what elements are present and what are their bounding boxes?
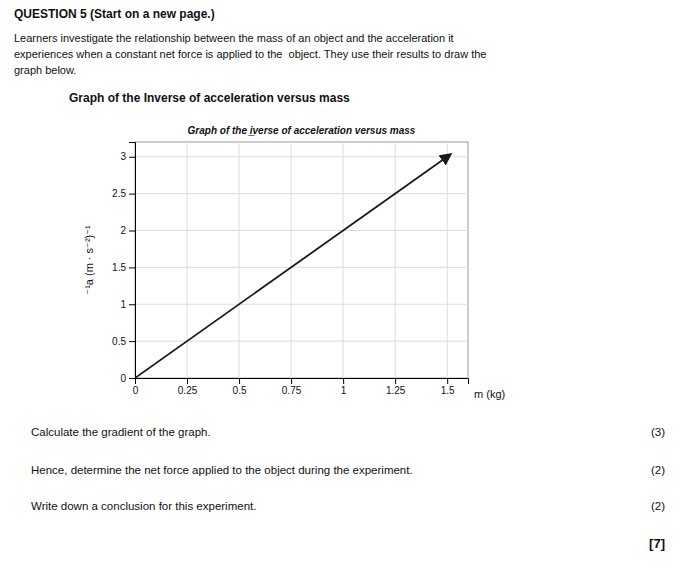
tick-label: 1.5 — [441, 385, 455, 396]
y-axis-label: ⁻¹a (m · s⁻²)⁻¹ — [83, 225, 95, 295]
tick: 0.5 — [112, 336, 135, 347]
annotation: (2) — [651, 464, 665, 476]
annotation: Learners investigate the relationship be… — [14, 32, 454, 44]
x-axis-label: m (kg) — [474, 388, 505, 400]
grid-line — [343, 142, 344, 378]
tick-label: 1.5 — [112, 262, 126, 273]
tick: 1 — [341, 378, 347, 396]
tick-mark — [129, 267, 135, 268]
annotation: graph below. — [14, 64, 76, 76]
tick-label: 2.5 — [112, 188, 126, 199]
tick-label: 0.75 — [282, 385, 302, 396]
annotation: (2) — [651, 500, 665, 512]
tick-label: 1 — [120, 299, 126, 310]
tick: 1.5 — [441, 378, 455, 396]
plot-frame — [135, 142, 468, 378]
tick-mark — [343, 378, 344, 384]
tick-label: 0.25 — [178, 385, 198, 396]
tick-label: 0 — [120, 373, 126, 384]
tick-label: 1 — [341, 385, 347, 396]
y-axis: 0 0.5 1 1.5 2 2.5 3 — [112, 143, 135, 384]
axis-line — [136, 379, 469, 385]
tick-label: 0.5 — [233, 385, 247, 396]
tick-label: 2 — [120, 225, 126, 236]
tick-mark — [129, 378, 135, 379]
tick: 0 — [120, 373, 135, 384]
tick-mark — [187, 378, 188, 384]
annotations: QUESTION 5 (Start on a new page.) Learner… — [14, 7, 665, 551]
tick: 0 — [133, 378, 139, 396]
grid-line — [187, 142, 188, 378]
grid-line — [135, 341, 468, 342]
axis-line — [129, 143, 136, 379]
tick-mark — [291, 378, 292, 384]
tick-label: 1.25 — [386, 385, 406, 396]
data-line — [135, 157, 447, 378]
tick: 1 — [120, 299, 135, 310]
grid-line — [135, 304, 468, 305]
annotation: Graph of the Inverse of acceleration ver… — [69, 91, 350, 105]
grid-line — [395, 142, 396, 378]
tick: 0.25 — [178, 378, 198, 396]
tick: 1.25 — [386, 378, 406, 396]
x-axis: 0 0.25 0.5 0.75 1 1.25 1.5 — [133, 378, 469, 396]
chart-title: Graph of the i̲̲verse of acceleration ve… — [188, 125, 416, 136]
tick: 2.5 — [112, 188, 135, 199]
annotation: Calculate the gradient of the graph. — [31, 426, 211, 438]
tick-mark — [129, 157, 135, 158]
annotation: (3) — [651, 426, 665, 438]
grid-line — [447, 142, 448, 378]
tick: 3 — [120, 151, 135, 162]
annotation: Hence, determine the net force applied t… — [31, 464, 413, 476]
grid-line — [135, 230, 468, 231]
tick-mark — [129, 304, 135, 305]
annotation: [7] — [649, 536, 665, 551]
tick: 1.5 — [112, 262, 135, 273]
tick-mark — [447, 378, 448, 384]
annotation: Write down a conclusion for this experim… — [31, 500, 256, 512]
data — [135, 157, 447, 378]
tick-mark — [129, 231, 135, 232]
tick: 0.5 — [233, 378, 247, 396]
tick-label: 0 — [133, 385, 139, 396]
tick-mark — [239, 378, 240, 384]
tick: 0.75 — [282, 378, 302, 396]
tick-label: 3 — [120, 151, 126, 162]
tick-label: 0.5 — [112, 336, 126, 347]
grid-line — [291, 142, 292, 378]
tick-mark — [395, 378, 396, 384]
annotation: QUESTION 5 (Start on a new page.) — [14, 7, 215, 21]
tick-mark — [129, 194, 135, 195]
grid-line — [239, 142, 240, 378]
grid-line — [135, 267, 468, 268]
chart: QUESTION 5 (Start on a new page.) Learner… — [0, 0, 693, 577]
grid-line — [135, 193, 468, 194]
tick: 2 — [120, 225, 135, 236]
grid-line — [135, 156, 468, 157]
grid — [135, 142, 468, 378]
tick-mark — [129, 341, 135, 342]
annotation: experiences when a constant net force is… — [14, 48, 486, 60]
